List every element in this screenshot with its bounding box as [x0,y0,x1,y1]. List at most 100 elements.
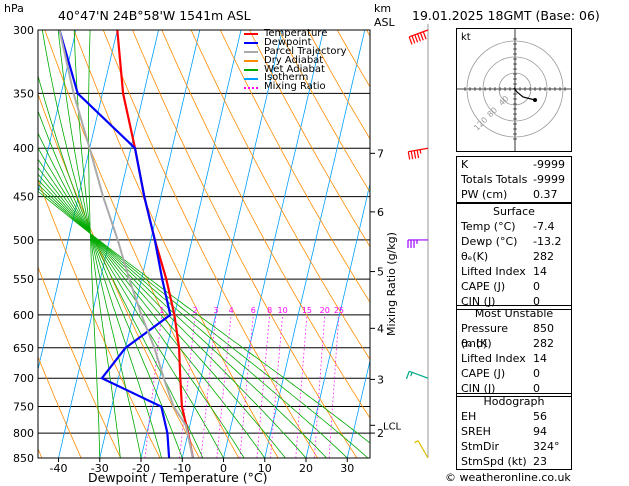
row-value: 94 [533,425,547,438]
row-label: Lifted Index [461,352,526,365]
datetime-title: 19.01.2025 18GMT (Base: 06) [412,8,600,23]
mixing-ratio-line-1 [144,314,163,458]
parcel-trajectory-line [58,30,194,458]
mixing-ratio-line-3 [200,314,217,458]
hodograph-ring-label-120: 120 [472,115,489,132]
isotherm-10 [264,30,366,458]
row-value: 282 [533,250,554,263]
isotherm--10 [181,30,283,458]
hodograph-ring-3 [466,40,564,138]
table-row: EH 56 [457,409,571,424]
height-tick-2: 2 [377,427,384,440]
mixing-ratio-label-2: 2 [193,306,198,315]
row-label: Totals Totals [461,173,528,186]
height-tick-3: 3 [377,373,384,386]
dry-adiabat-250 [38,355,82,458]
legend-label: Wet Adiabat [264,63,325,75]
pressure-tick-300: 300 [13,24,34,37]
legend-label: Mixing Ratio [264,81,326,93]
row-value: 324° [533,440,560,453]
pressure-tick-550: 550 [13,273,34,286]
row-value: -9999 [533,173,565,186]
mixing-ratio-line-6 [239,314,254,458]
dry-adiabat-350 [219,30,370,304]
wet-adiabat-0 [38,132,224,458]
table-row: K -9999 [457,157,571,172]
row-value: -13.2 [533,235,562,248]
dry-adiabat-320 [132,30,358,458]
mixing-ratio-label-8: 8 [267,306,272,315]
wind-barb-500 [407,239,428,248]
pressure-unit-label: hPa [4,2,24,15]
table-row: CAPE (J) 0 [457,279,571,294]
dry-adiabat-340 [190,30,370,361]
table-row: θₑ (K) 282 [457,336,571,351]
legend-item-dry-adiabat: Dry Adiabat [244,54,347,66]
isotherm-0 [223,30,324,458]
mixing-ratio-label-10: 10 [278,306,288,315]
wind-barb-850 [414,440,429,459]
dry-adiabat-360 [249,30,370,248]
isotherm--20 [140,30,242,458]
row-label: Dewp (°C) [461,235,518,248]
height-tick-4: 4 [377,322,384,335]
mixing-ratio-label-6: 6 [251,306,256,315]
dry-adiabat-310 [102,30,318,458]
mixing-ratio-label-3: 3 [213,306,218,315]
height-tick-6: 6 [377,206,384,219]
wind-barb-300 [408,29,429,45]
legend-swatch [244,69,258,71]
hodograph-ring-2 [482,56,548,122]
copyright: © weatheronline.co.uk [445,471,571,484]
legend-item-wet-adiabat: Wet Adiabat [244,63,347,75]
row-label: Lifted Index [461,265,526,278]
legend-item-mixing-ratio: Mixing Ratio [244,81,347,93]
temp-tick-30: 30 [340,462,354,475]
mixing-ratio-label-25: 25 [334,306,344,315]
row-label: StmDir [461,440,500,453]
row-label: CAPE (J) [461,367,506,380]
height-tick-7: 7 [377,147,384,160]
row-label: θₑ(K) [461,250,489,263]
wet-adiabat--10 [38,74,183,458]
wet-adiabat--25 [73,30,121,458]
dewpoint-line [58,30,172,458]
table-row: Lifted Index 14 [457,351,571,366]
x-axis-label: Dewpoint / Temperature (°C) [88,470,268,485]
temp-tick--10: -10 [173,462,191,475]
row-label: CIN (J) [461,295,496,308]
wet-adiabat--20 [57,30,142,458]
legend-label: Dry Adiabat [264,54,324,66]
dry-adiabat-260 [38,266,121,458]
wind-barb-400 [407,147,429,160]
row-value: 14 [533,265,547,278]
hodograph-ring-label-40: 40 [497,94,511,108]
legend-swatch [244,33,258,36]
isotherm--30 [99,30,201,458]
legend-item-temperature: Temperature [244,29,347,39]
pressure-tick-800: 800 [13,427,34,440]
isotherm--50 [38,30,118,372]
legend-label: Parcel Trajectory [264,45,347,57]
table-row: θₑ(K) 282 [457,249,571,264]
pressure-tick-500: 500 [13,234,34,247]
dry-adiabat-330 [161,30,370,419]
row-value: 850 [533,322,554,335]
row-value: 0 [533,295,540,308]
mixing-ratio-line-10 [270,314,283,458]
pressure-tick-350: 350 [13,87,34,100]
row-value: 0 [533,382,540,395]
row-value: 56 [533,410,547,423]
dry-adiabat-470 [571,30,629,458]
legend-label: Dewpoint [264,36,312,48]
table-title: Hodograph [483,395,545,408]
wet-adiabat--5 [38,110,204,458]
storm-motion-marker [533,98,537,102]
row-label: Temp (°C) [461,220,516,233]
table-row: SREH 94 [457,424,571,439]
hodograph-ring-label-80: 80 [486,106,500,120]
pressure-tick-400: 400 [13,142,34,155]
table-row: Temp (°C) -7.4 [457,219,571,234]
location-title: 40°47'N 24B°58'W 1541m ASL [58,8,251,23]
table-row: CAPE (J) 0 [457,366,571,381]
